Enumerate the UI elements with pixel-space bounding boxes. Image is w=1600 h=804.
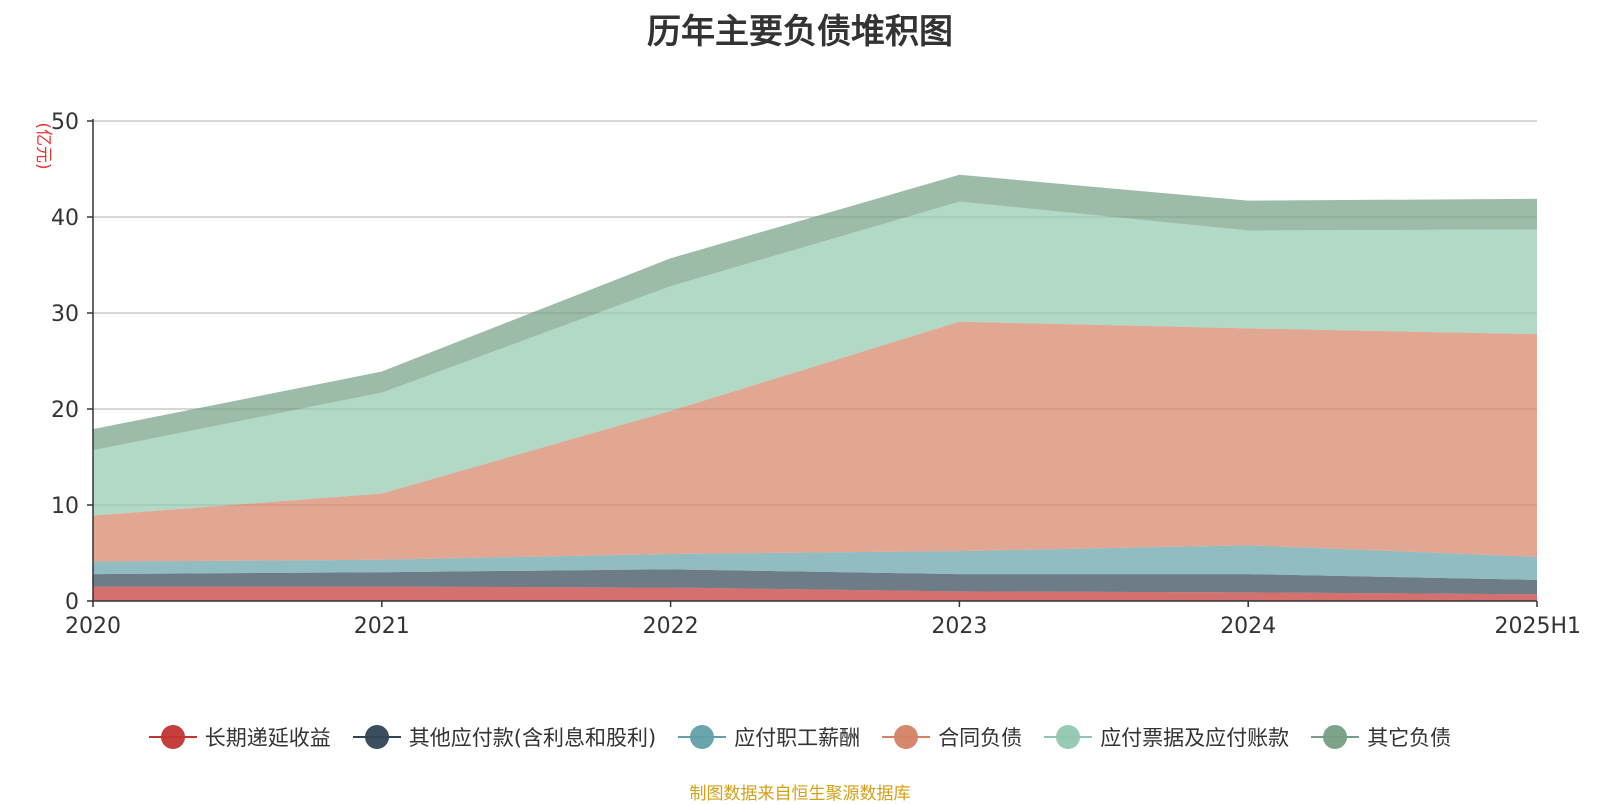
x-tick-label: 2023 bbox=[931, 614, 987, 639]
legend: 长期递延收益 其他应付款(含利息和股利) 应付职工薪酬 合同负债 应付票据及应付账款 其它… bbox=[0, 722, 1600, 752]
area-series-1 bbox=[93, 586, 1537, 601]
y-tick-label: 10 bbox=[51, 494, 79, 519]
legend-label: 应付职工薪酬 bbox=[734, 726, 861, 750]
area-series bbox=[93, 174, 1537, 601]
source-note: 制图数据来自恒生聚源数据库 bbox=[689, 784, 911, 804]
legend-marker-icon bbox=[1044, 724, 1093, 750]
area-series-6 bbox=[93, 174, 1537, 451]
y-tick-label: 20 bbox=[51, 398, 79, 423]
area-series-4 bbox=[93, 321, 1537, 562]
legend-label: 合同负债 bbox=[938, 726, 1023, 750]
area-series-3 bbox=[93, 545, 1537, 580]
legend-marker-icon bbox=[882, 724, 931, 750]
legend-item-4[interactable]: 合同负债 bbox=[882, 722, 1022, 752]
legend-label: 其他应付款(含利息和股利) bbox=[408, 726, 657, 750]
legend-item-2[interactable]: 其他应付款(含利息和股利) bbox=[352, 722, 657, 752]
legend-label: 其它负债 bbox=[1367, 726, 1452, 750]
axes: 0 10 20 30 40 50 2020 2021 2022 2023 2024 2025H1 bbox=[51, 110, 1581, 639]
legend-label: 长期递延收益 bbox=[204, 726, 331, 750]
x-tick-label: 2020 bbox=[65, 614, 121, 639]
legend-item-6[interactable]: 其它负债 bbox=[1311, 722, 1451, 752]
legend-item-5[interactable]: 应付票据及应付账款 bbox=[1044, 722, 1289, 752]
y-axis-label: (亿元) bbox=[33, 122, 53, 169]
y-tick-label: 40 bbox=[51, 206, 79, 231]
legend-marker-icon bbox=[1311, 724, 1360, 750]
x-tick-label: 2021 bbox=[354, 614, 410, 639]
area-series-5 bbox=[93, 201, 1537, 516]
y-tick-label: 30 bbox=[51, 302, 79, 327]
legend-item-3[interactable]: 应付职工薪酬 bbox=[678, 722, 860, 752]
legend-item-1[interactable]: 长期递延收益 bbox=[148, 722, 331, 752]
x-tick-label: 2024 bbox=[1220, 614, 1276, 639]
chart-title: 历年主要负债堆积图 bbox=[647, 12, 953, 52]
area-series-2 bbox=[93, 569, 1537, 595]
y-tick-label: 0 bbox=[65, 590, 79, 615]
legend-label: 应付票据及应付账款 bbox=[1100, 726, 1290, 750]
legend-marker-icon bbox=[678, 724, 727, 750]
y-tick-label: 50 bbox=[51, 110, 79, 135]
legend-marker-icon bbox=[352, 724, 401, 750]
x-tick-label: 2025H1 bbox=[1494, 614, 1581, 639]
x-tick-label: 2022 bbox=[643, 614, 699, 639]
legend-marker-icon bbox=[148, 724, 197, 750]
